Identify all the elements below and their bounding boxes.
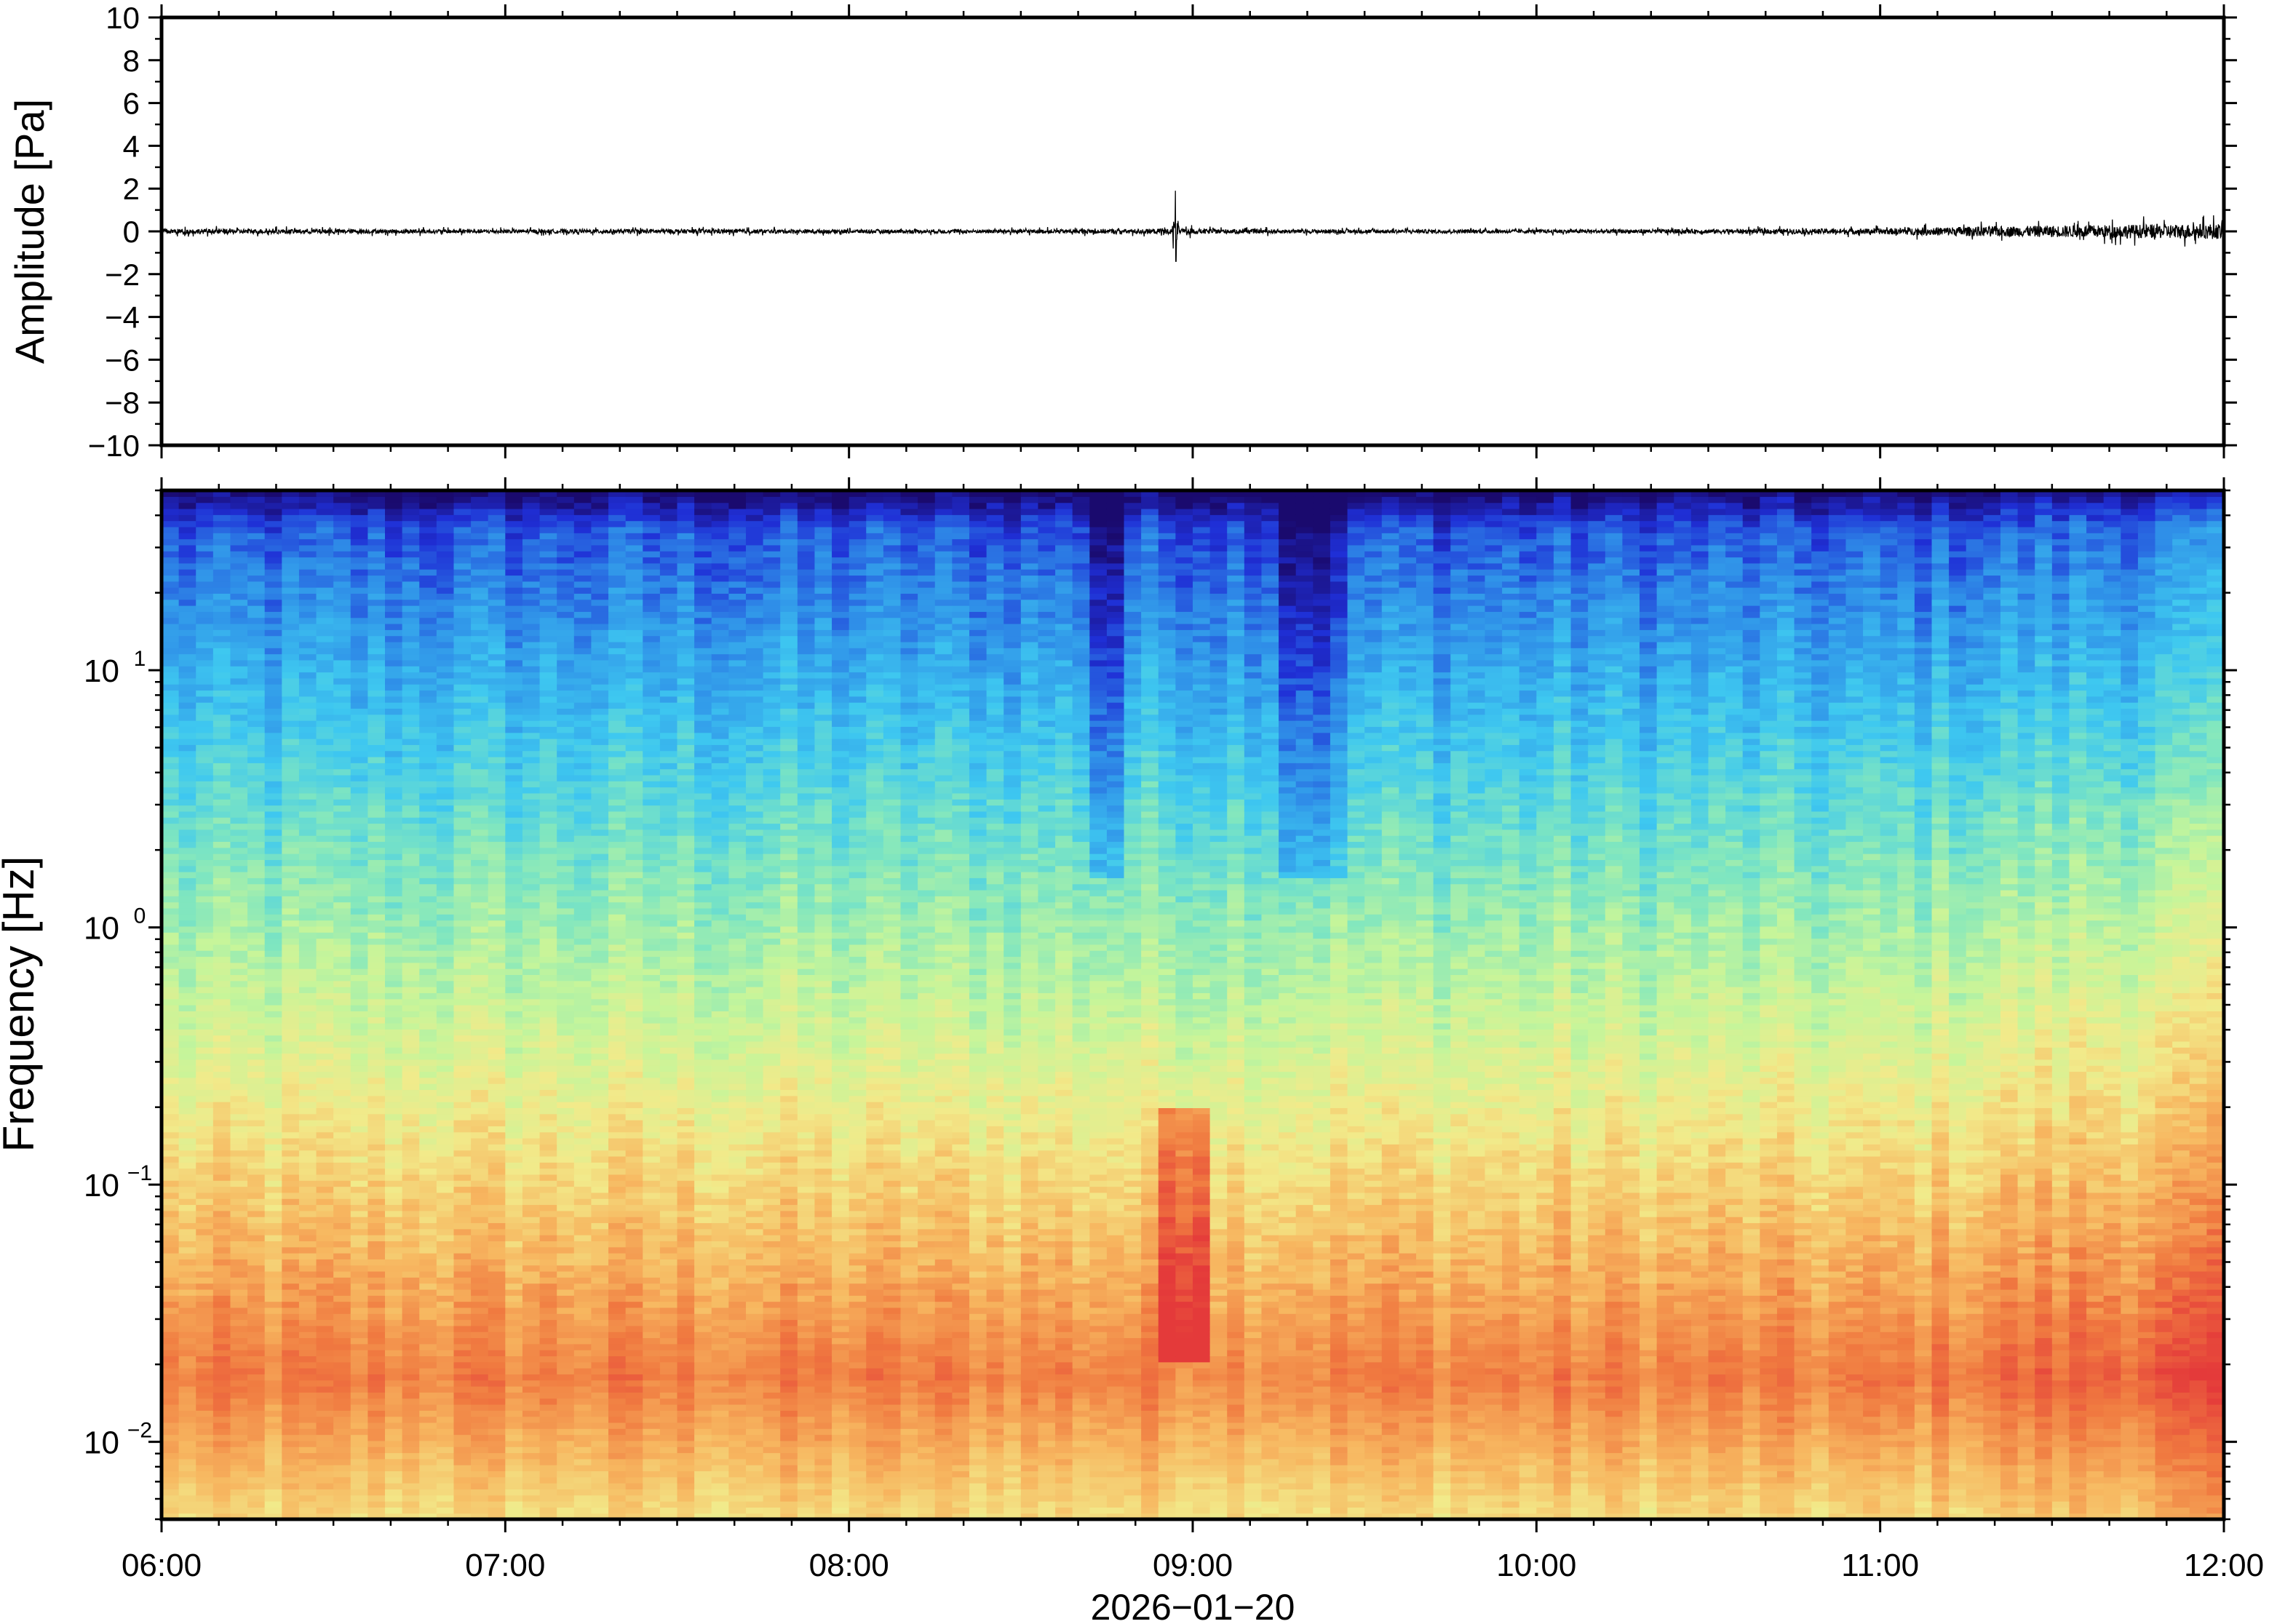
- waveform-ytick-label: 8: [123, 44, 140, 78]
- waveform-ytick-label: 2: [123, 172, 140, 206]
- frequency-ytick-exponent: −1: [127, 1161, 152, 1185]
- waveform-ytick-label: −6: [105, 343, 140, 377]
- waveform-ytick-label: −4: [105, 300, 140, 335]
- waveform-ytick-label: 4: [123, 129, 140, 163]
- waveform-ytick-label: 0: [123, 215, 140, 249]
- frequency-ytick-label: 10: [84, 911, 119, 947]
- spectrogram-cells: [162, 490, 2225, 1520]
- frequency-ytick-label: 10: [84, 653, 119, 689]
- waveform-panel: [162, 17, 2224, 445]
- waveform-ytick-label: 6: [123, 87, 140, 121]
- frequency-ytick-exponent: 0: [134, 904, 146, 928]
- frequency-ytick-exponent: −2: [127, 1419, 152, 1443]
- frequency-ytick-label: 10: [84, 1168, 119, 1203]
- x-tick-label: 09:00: [1153, 1548, 1233, 1583]
- x-tick-label: 11:00: [1841, 1548, 1919, 1583]
- waveform-ytick-label: −2: [105, 258, 140, 292]
- waveform-ytick-label: −10: [88, 429, 140, 463]
- x-tick-label: 08:00: [809, 1548, 889, 1583]
- amplitude-axis-label: Amplitude [Pa]: [7, 99, 52, 364]
- x-axis-date-label: 2026−01−20: [1091, 1587, 1295, 1624]
- frequency-axis-label: Frequency [Hz]: [0, 856, 43, 1153]
- waveform-ytick-label: −8: [105, 386, 140, 420]
- spectrogram-panel: [162, 490, 2225, 1520]
- waveform-ytick-label: 10: [106, 1, 140, 35]
- x-tick-label: 06:00: [122, 1548, 202, 1583]
- x-tick-label: 10:00: [1496, 1548, 1576, 1583]
- x-tick-label: 07:00: [465, 1548, 545, 1583]
- x-tick-label: 12:00: [2184, 1548, 2264, 1583]
- frequency-ytick-exponent: 1: [134, 647, 146, 671]
- frequency-ytick-label: 10: [84, 1425, 119, 1461]
